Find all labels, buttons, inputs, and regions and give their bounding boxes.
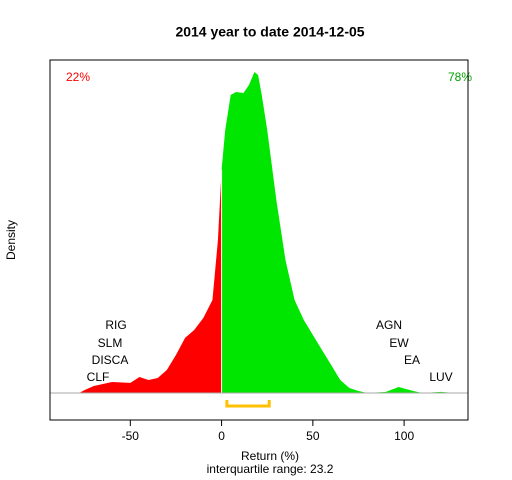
stock-label: RIG <box>105 318 126 332</box>
density-area <box>221 72 456 393</box>
plot-frame <box>49 59 469 421</box>
chart-title: 2014 year to date 2014-12-05 <box>175 24 364 40</box>
subtitle: interquartile range: 23.2 <box>207 462 334 476</box>
stock-label: DISCA <box>92 353 129 367</box>
x-axis-label: Return (%) <box>241 449 299 463</box>
stock-label: EW <box>389 336 409 350</box>
x-tick-label: 100 <box>394 429 414 443</box>
x-tick-label: 50 <box>306 429 320 443</box>
stock-label: EA <box>404 353 420 367</box>
y-axis-label: Density <box>4 220 18 260</box>
right-share: 78% <box>448 70 472 84</box>
x-tick-label: 0 <box>218 429 225 443</box>
left-share: 22% <box>66 70 90 84</box>
density-area <box>79 169 222 393</box>
stock-label: CLF <box>87 370 110 384</box>
iqr-bracket <box>225 400 271 408</box>
stock-label: LUV <box>429 370 452 384</box>
x-tick-label: -50 <box>122 429 140 443</box>
stock-label: SLM <box>98 336 123 350</box>
stock-label: AGN <box>376 318 402 332</box>
